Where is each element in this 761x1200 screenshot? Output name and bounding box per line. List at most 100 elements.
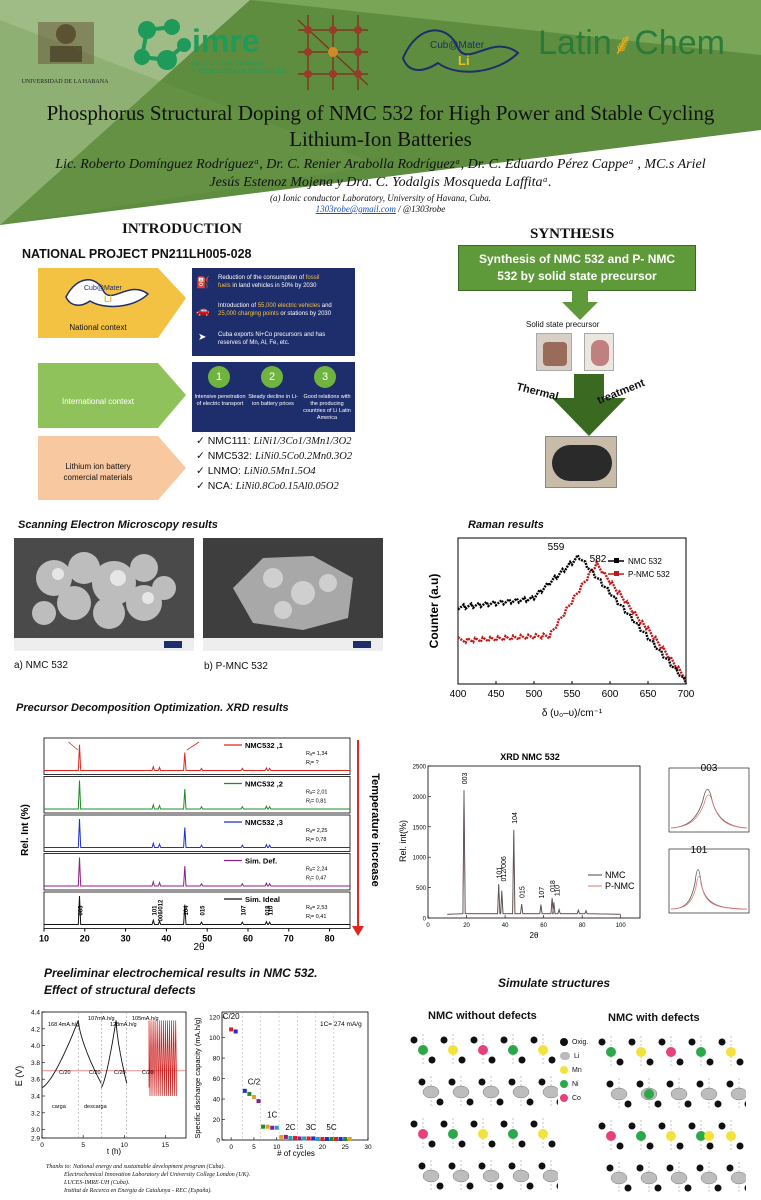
oxygen-atom	[726, 1164, 734, 1172]
national-item-3-pre: Cuba exports Ni+Co precursors and has	[218, 332, 326, 338]
structure-with-defects	[598, 1036, 746, 1194]
raman-xtick-label: 550	[564, 689, 581, 700]
xrd-opt-arrow-2	[186, 741, 200, 751]
cubmater-logo-text: Cub@Mater	[430, 40, 485, 51]
ec-ytick-label: 4.0	[31, 1043, 40, 1050]
structure-legend: Oxig. Li Mn Ni Co	[560, 1036, 608, 1106]
thanks-line3: LUCES-IMRE-UH (Cuba).	[64, 1180, 130, 1186]
xrd-nmc-series	[447, 790, 621, 915]
oxygen-atom	[466, 1182, 474, 1190]
export-icon: ➤	[198, 332, 207, 343]
acknowledgements: Thanks to: National energy and sustainab…	[46, 1163, 250, 1195]
material-item: ✓ NMC111: LiNi1/3Co1/3Mn1/3O2	[196, 435, 352, 447]
uh-crest-icon	[38, 22, 94, 64]
legend-mn: Mn	[560, 1064, 608, 1078]
ec-annotations: 168.4mA.h/g 107mA.h/g 128mA.h/g 105mA.h/…	[48, 1016, 159, 1110]
raman-xtick-label: 650	[640, 689, 657, 700]
material-name: LNMO:	[207, 465, 241, 477]
li-atom	[640, 1171, 658, 1185]
oxygen-atom	[500, 1036, 508, 1044]
tm-atom	[696, 1131, 706, 1141]
cap-ytick-label: 40	[213, 1097, 221, 1104]
int-item-3-l2: countries of Li Latin America	[303, 408, 351, 421]
struct-left-label: NMC without defects	[428, 1010, 537, 1022]
latinchem-logo: Latin⸙Chem	[538, 22, 753, 67]
legend-oxygen-text: Oxig.	[572, 1039, 589, 1046]
oxygen-atom	[548, 1140, 556, 1148]
oxygen-atom	[458, 1140, 466, 1148]
national-item-1-text: Reduction of the consumption of fossil fu…	[218, 274, 353, 290]
cap-ytick-label: 60	[213, 1076, 221, 1083]
cap-note: 1C= 274 mA/g	[320, 1021, 362, 1028]
xrd-nmc-peak-label: 101	[497, 867, 504, 879]
crystal-lattice-icon	[297, 15, 369, 90]
oxygen-atom	[436, 1098, 444, 1106]
legend-ni: Ni	[560, 1078, 608, 1092]
imre-logo-sub1: INSTITUTO DE CIENCIAS	[192, 62, 264, 68]
oxygen-atom	[654, 1100, 662, 1108]
oxygen-atom	[418, 1162, 426, 1170]
cap-data-point	[343, 1136, 348, 1141]
oxygen-atom	[646, 1058, 654, 1066]
sem-title: Scanning Electron Microscopy results	[18, 519, 218, 531]
tm-atom	[666, 1047, 676, 1057]
tm-atom	[478, 1045, 488, 1055]
national-panel: ⛽ Reduction of the consumption of fossil…	[192, 268, 355, 356]
material-item: ✓ NMC532: LiNi0.5Co0.2Mn0.3O2	[196, 450, 353, 462]
xrd-opt-peak-label: 018	[265, 905, 271, 916]
xrd-panel-trace	[44, 857, 350, 887]
raman-title: Raman results	[468, 519, 544, 531]
xrd-opt-xtick-label: 10	[39, 934, 49, 944]
xrd-inset-003: 003	[668, 763, 750, 833]
oxygen-atom	[658, 1122, 666, 1130]
oxygen-atom	[410, 1120, 418, 1128]
legend-oxygen: Oxig.	[560, 1036, 608, 1050]
project-code: NATIONAL PROJECT PN211LH005-028	[22, 247, 252, 261]
material-item: ✓ LNMO: LiNi0.5Mn1.5O4	[196, 465, 316, 477]
oxygen-atom	[466, 1098, 474, 1106]
uh-logo: UNIVERSIDAD DE LA HABANA	[20, 12, 110, 92]
national-context-label: National context	[69, 323, 127, 332]
authors: Lic. Roberto Domínguez Rodríguezᵃ, Dr. C…	[25, 156, 736, 192]
precursor-label: Solid state precursor	[526, 320, 600, 329]
xrd-panel-frame	[43, 776, 351, 814]
gas-pump-icon: ⛽	[196, 277, 210, 289]
national-item-3: ➤ Cuba exports Ni+Co precursors and has r…	[196, 330, 351, 352]
cap-data-point	[279, 1134, 284, 1139]
material-formula: LiNi0.8Co0.15Al0.05O2	[235, 481, 339, 492]
sem-image-b	[203, 538, 383, 651]
ec-ytick-label: 3.6	[31, 1077, 40, 1084]
ec-ytick-label: 4.4	[31, 1010, 40, 1017]
xrd-opt-peak-label: 110	[269, 905, 275, 915]
xrd-nmc-peak-label: 110	[555, 885, 562, 896]
uh-logo-text: UNIVERSIDAD DE LA HABANA	[21, 79, 109, 85]
latinchem-logo-text-2: Chem	[634, 24, 725, 62]
inset-003-label: 003	[701, 763, 718, 774]
defect-mn-site	[704, 1131, 714, 1141]
oxygen-atom	[688, 1038, 696, 1046]
xrd-opt-peak-label: 104	[184, 905, 190, 916]
int-num-3: 3	[321, 371, 329, 383]
cap-data-point	[265, 1124, 270, 1129]
li-atom	[670, 1087, 688, 1101]
li-atom	[482, 1085, 500, 1099]
authors-line1: Lic. Roberto Domínguez Rodríguezᵃ, Dr. C…	[55, 157, 706, 172]
xrd-opt-peak-label: 107	[241, 905, 247, 916]
oxygen-atom	[628, 1122, 636, 1130]
international-item-1: 1 Intensive penetration of electric trans…	[194, 366, 246, 408]
national-logo-text: Cub@Mater	[84, 285, 122, 292]
oxygen-atom	[556, 1183, 558, 1189]
oxygen-atom	[654, 1184, 662, 1192]
cap-rate-label: C/2	[248, 1078, 261, 1087]
int-item-1-l2: of electric transport	[196, 401, 244, 407]
cap-ytick-label: 120	[209, 1015, 220, 1022]
tm-atom	[448, 1129, 458, 1139]
raman-ylabel: Counter (a.u)	[427, 574, 441, 649]
structure-without-defects	[410, 1034, 558, 1192]
thermal-arrow-icon	[552, 374, 626, 436]
cap-data-point	[288, 1135, 293, 1140]
li-atom	[670, 1171, 688, 1185]
oxygen-atom	[616, 1058, 624, 1066]
xrd-panel-trace	[44, 780, 350, 810]
email-link[interactable]: 1303robe@gmail.com	[315, 204, 396, 214]
